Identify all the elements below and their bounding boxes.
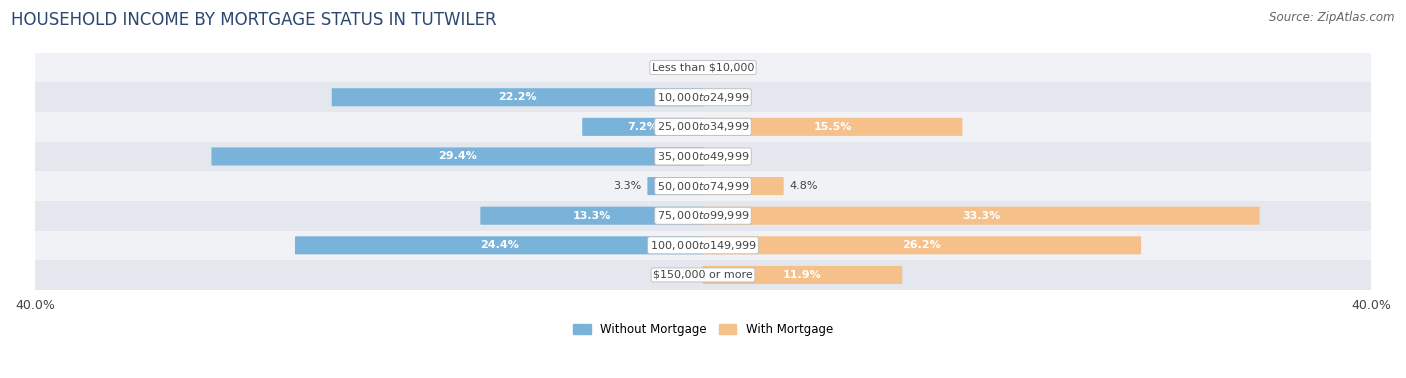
Text: Source: ZipAtlas.com: Source: ZipAtlas.com [1270,11,1395,24]
Text: 7.2%: 7.2% [627,122,658,132]
Text: 13.3%: 13.3% [572,211,612,221]
FancyBboxPatch shape [295,236,703,254]
Text: 0.0%: 0.0% [668,270,696,280]
Text: 0.0%: 0.0% [668,63,696,73]
Text: $100,000 to $149,999: $100,000 to $149,999 [650,239,756,252]
Text: 26.2%: 26.2% [903,240,941,250]
FancyBboxPatch shape [35,260,1371,290]
Text: 3.3%: 3.3% [613,181,641,191]
Text: 33.3%: 33.3% [962,211,1000,221]
FancyBboxPatch shape [703,207,1260,225]
Text: 11.9%: 11.9% [783,270,821,280]
Text: $35,000 to $49,999: $35,000 to $49,999 [657,150,749,163]
FancyBboxPatch shape [703,177,783,195]
Text: HOUSEHOLD INCOME BY MORTGAGE STATUS IN TUTWILER: HOUSEHOLD INCOME BY MORTGAGE STATUS IN T… [11,11,496,29]
FancyBboxPatch shape [332,88,703,106]
Text: 29.4%: 29.4% [439,152,477,161]
Text: $10,000 to $24,999: $10,000 to $24,999 [657,91,749,104]
FancyBboxPatch shape [703,266,903,284]
Text: 0.0%: 0.0% [710,152,738,161]
Text: 0.0%: 0.0% [710,92,738,102]
FancyBboxPatch shape [35,82,1371,112]
Legend: Without Mortgage, With Mortgage: Without Mortgage, With Mortgage [574,323,832,336]
FancyBboxPatch shape [481,207,703,225]
Text: $150,000 or more: $150,000 or more [654,270,752,280]
Text: 4.8%: 4.8% [790,181,818,191]
FancyBboxPatch shape [35,231,1371,260]
Text: 0.0%: 0.0% [710,63,738,73]
Text: $75,000 to $99,999: $75,000 to $99,999 [657,209,749,222]
FancyBboxPatch shape [703,236,1142,254]
FancyBboxPatch shape [35,171,1371,201]
FancyBboxPatch shape [35,53,1371,82]
Text: 15.5%: 15.5% [813,122,852,132]
FancyBboxPatch shape [35,201,1371,231]
FancyBboxPatch shape [35,112,1371,142]
FancyBboxPatch shape [35,142,1371,171]
Text: $25,000 to $34,999: $25,000 to $34,999 [657,120,749,133]
FancyBboxPatch shape [703,118,962,136]
Text: 24.4%: 24.4% [479,240,519,250]
Text: 22.2%: 22.2% [498,92,537,102]
FancyBboxPatch shape [211,147,703,166]
FancyBboxPatch shape [582,118,703,136]
Text: Less than $10,000: Less than $10,000 [652,63,754,73]
Text: $50,000 to $74,999: $50,000 to $74,999 [657,180,749,192]
FancyBboxPatch shape [647,177,703,195]
